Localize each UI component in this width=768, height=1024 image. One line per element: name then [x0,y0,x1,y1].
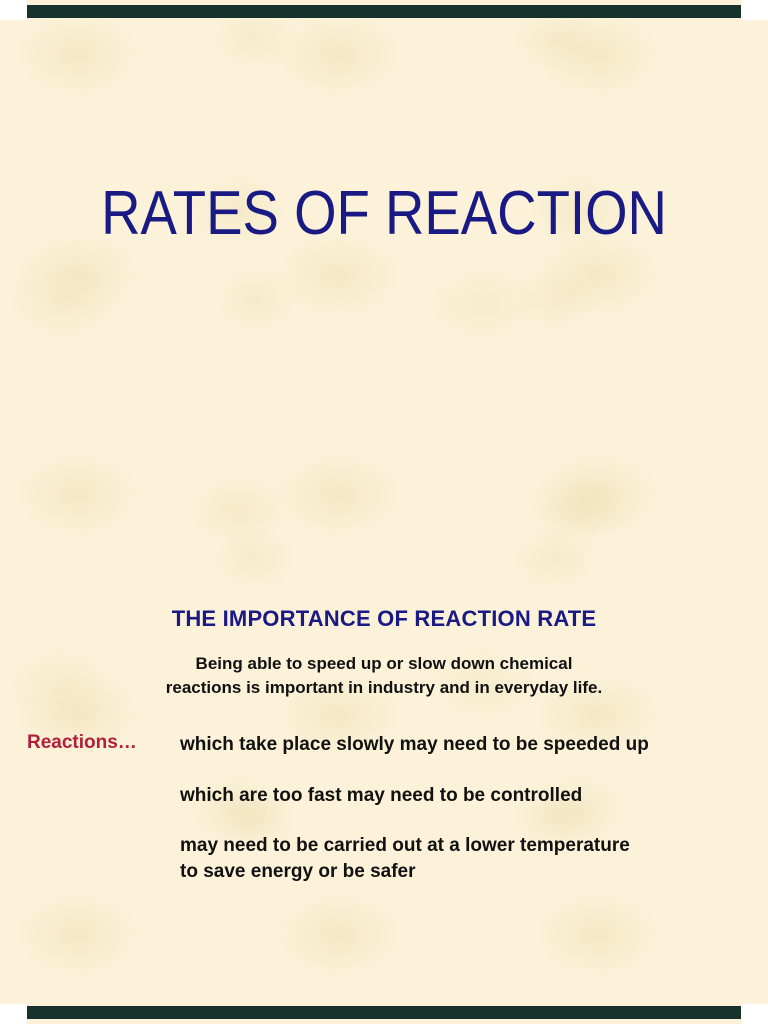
page-corner-top-left [0,0,27,20]
intro-paragraph: Being able to speed up or slow down chem… [165,654,603,697]
section-heading: THE IMPORTANCE OF REACTION RATE [171,606,597,631]
page-corner-top-right [741,0,768,20]
page-corner-bottom-right [741,1004,768,1024]
reactions-label: Reactions… [27,732,137,753]
reaction-point-2: which are too fast may need to be contro… [180,785,583,806]
slide-title: RATES OF REACTION [101,179,667,248]
top-border-bar [27,5,741,18]
page-corner-bottom-left [0,1004,27,1024]
reaction-point-1: which take place slowly may need to be s… [180,734,649,755]
reaction-point-3: may need to be carried out at a lower te… [180,835,630,882]
bottom-border-bar [27,1006,741,1019]
